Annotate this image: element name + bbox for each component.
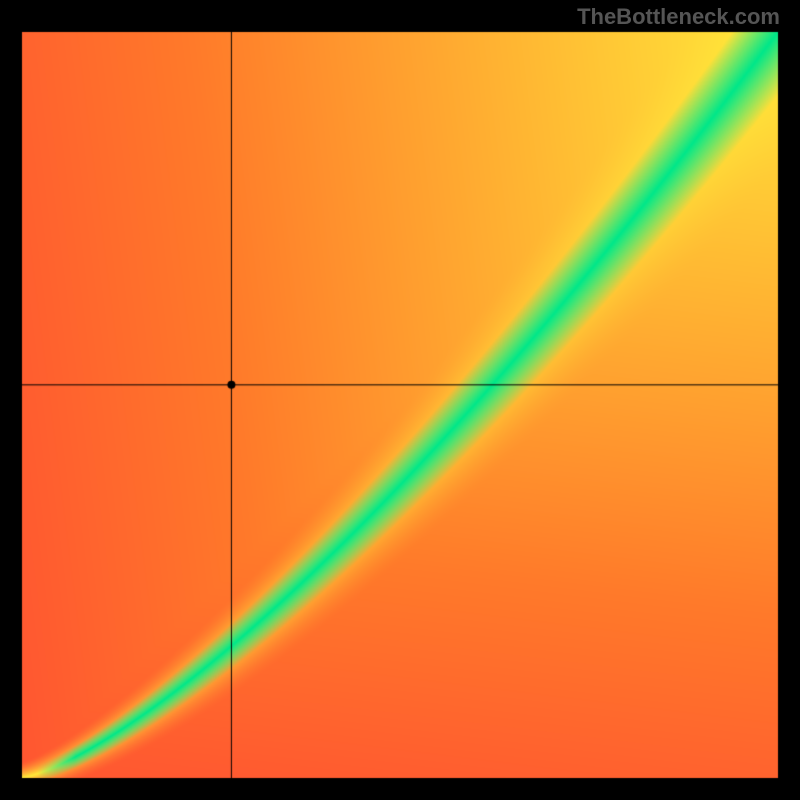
- watermark-text: TheBottleneck.com: [577, 4, 780, 30]
- bottleneck-heatmap: [0, 0, 800, 800]
- chart-container: TheBottleneck.com: [0, 0, 800, 800]
